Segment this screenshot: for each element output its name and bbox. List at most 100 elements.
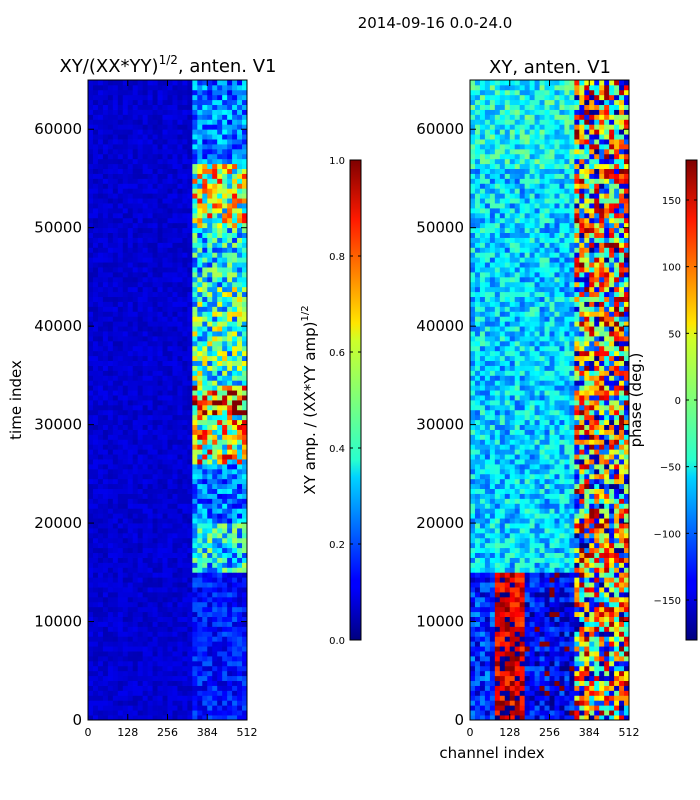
heatmap-cell (142, 429, 149, 435)
heatmap-cell (92, 577, 99, 583)
heatmap-cell (232, 208, 238, 214)
heatmap-cell (122, 286, 129, 293)
heatmap-cell (117, 222, 124, 229)
heatmap-cell (88, 296, 94, 302)
heatmap-cell (102, 488, 109, 494)
heatmap-cell (107, 572, 114, 578)
heatmap-cell (122, 311, 129, 317)
heatmap-cell (92, 89, 99, 96)
heatmap-cell (182, 208, 188, 214)
heatmap-cell (122, 262, 129, 268)
heatmap-cell (207, 237, 213, 243)
heatmap-cell (88, 400, 94, 406)
heatmap-cell (484, 641, 491, 647)
heatmap-cell (619, 715, 625, 721)
heatmap-cell (509, 680, 516, 686)
heatmap-cell (212, 616, 218, 622)
heatmap-cell (227, 281, 233, 288)
heatmap-cell (172, 636, 178, 642)
heatmap-cell (97, 459, 104, 465)
heatmap-cell (524, 651, 531, 657)
heatmap-cell (88, 370, 94, 376)
heatmap-cell (167, 267, 173, 273)
heatmap-cell (97, 651, 104, 657)
heatmap-cell (172, 178, 178, 184)
heatmap-cell (237, 188, 243, 194)
heatmap-cell (222, 675, 228, 682)
heatmap-cell (182, 636, 188, 642)
heatmap-cell (212, 237, 218, 243)
heatmap-cell (122, 532, 129, 539)
heatmap-cell (88, 331, 94, 337)
heatmap-cell (554, 651, 560, 657)
heatmap-cell (177, 508, 183, 514)
heatmap-cell (152, 144, 158, 150)
heatmap-cell (197, 109, 203, 115)
heatmap-cell (197, 400, 203, 406)
heatmap-cell (157, 370, 163, 376)
heatmap-cell (112, 139, 119, 145)
heatmap-cell (182, 631, 188, 637)
heatmap-cell (127, 523, 134, 529)
heatmap-cell (554, 601, 560, 608)
heatmap-cell (227, 316, 233, 322)
heatmap-cell (97, 547, 104, 554)
heatmap-cell (222, 562, 228, 568)
heatmap-cell (167, 503, 173, 509)
heatmap-cell (92, 547, 99, 554)
heatmap-cell (242, 134, 248, 140)
heatmap-cell (227, 695, 233, 701)
heatmap-cell (97, 232, 104, 238)
heatmap-cell (147, 414, 153, 421)
heatmap-cell (137, 252, 144, 258)
heatmap-cell (162, 636, 168, 642)
heatmap-cell (182, 203, 188, 209)
heatmap-cell (142, 409, 149, 416)
phase-panel: XY, anten. V1 01000020000300004000050000… (416, 57, 639, 762)
heatmap-cell (167, 665, 173, 672)
heatmap-cell (202, 193, 208, 199)
heatmap-cell (187, 183, 193, 189)
heatmap-cell (152, 158, 158, 165)
heatmap-cell (107, 252, 114, 258)
heatmap-cell (227, 193, 233, 199)
heatmap-cell (534, 710, 540, 716)
heatmap-cell (142, 592, 149, 598)
heatmap-cell (88, 227, 94, 234)
heatmap-cell (142, 656, 149, 662)
heatmap-cell (192, 94, 198, 101)
heatmap-cell (197, 208, 203, 214)
heatmap-cell (237, 380, 243, 386)
heatmap-cell (157, 705, 163, 711)
heatmap-cell (167, 129, 173, 135)
heatmap-cell (227, 449, 233, 455)
heatmap-cell (227, 336, 233, 342)
heatmap-cell (192, 715, 198, 721)
heatmap-cell (157, 262, 163, 268)
heatmap-cell (92, 336, 99, 342)
heatmap-cell (147, 508, 153, 514)
heatmap-cell (237, 276, 243, 283)
heatmap-cell (92, 601, 99, 608)
heatmap-cell (529, 670, 535, 677)
heatmap-cell (222, 582, 228, 588)
heatmap-cell (152, 109, 158, 115)
heatmap-cell (554, 631, 560, 637)
heatmap-cell (88, 84, 94, 91)
heatmap-cell (242, 636, 248, 642)
heatmap-cell (132, 419, 139, 426)
heatmap-cell (122, 572, 129, 578)
heatmap-cell (107, 577, 114, 583)
heatmap-cell (222, 621, 228, 627)
amplitude-panel: XY/(XX*YY)1/2, anten. V1 010000200003000… (7, 53, 277, 739)
heatmap-cell (559, 695, 565, 701)
heatmap-cell (107, 606, 114, 613)
heatmap-cell (147, 80, 153, 86)
heatmap-cell (127, 390, 134, 396)
heatmap-cell (147, 404, 153, 411)
heatmap-cell (192, 478, 198, 485)
heatmap-cell (88, 656, 94, 662)
heatmap-cell (137, 355, 144, 362)
heatmap-cell (604, 700, 610, 706)
heatmap-cell (127, 449, 134, 455)
